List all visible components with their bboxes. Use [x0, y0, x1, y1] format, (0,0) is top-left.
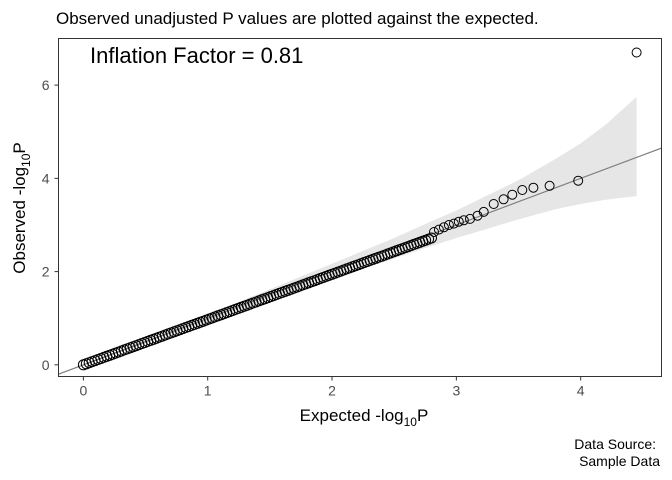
plot-area: [58, 47, 662, 375]
axes: 0 1 2 3 4 0 2 4 6: [42, 77, 585, 398]
data-point: [433, 224, 444, 235]
data-point: [507, 189, 518, 200]
y-axis-title: Observed -log10P: [10, 142, 33, 273]
data-point: [488, 199, 499, 209]
y-tick-label: 4: [42, 170, 50, 186]
data-point: [528, 182, 539, 193]
panel-border: [58, 38, 662, 377]
confidence-band: [83, 96, 637, 365]
plot-content: [58, 47, 662, 375]
data-point: [429, 227, 439, 237]
data-point: [443, 220, 454, 230]
data-point: [438, 222, 449, 233]
caption-line-1: Data Source:: [574, 436, 656, 452]
data-point: [426, 232, 437, 244]
x-tick-label: 4: [577, 383, 585, 399]
data-point: [498, 194, 509, 205]
y-tick-label: 6: [42, 77, 50, 93]
caption-line-2: Sample Data: [579, 453, 660, 469]
data-point: [573, 175, 584, 186]
data-point: [458, 215, 469, 226]
data-point: [544, 180, 555, 191]
x-tick-label: 0: [79, 383, 87, 399]
x-tick-label: 2: [328, 383, 336, 399]
x-tick-label: 3: [452, 383, 460, 399]
chart-title: Observed unadjusted P values are plotted…: [56, 9, 539, 28]
y-tick-label: 2: [42, 264, 50, 280]
x-tick-label: 1: [204, 383, 212, 399]
reference-line: [58, 147, 662, 375]
data-point: [631, 47, 642, 58]
data-point: [478, 206, 489, 217]
data-point: [517, 185, 528, 195]
y-tick-label: 0: [42, 357, 50, 373]
data-point: [448, 218, 459, 229]
x-axis-title: Expected -log10P: [300, 406, 429, 429]
data-point: [453, 216, 464, 227]
inflation-factor-annotation: Inflation Factor = 0.81: [90, 43, 303, 68]
